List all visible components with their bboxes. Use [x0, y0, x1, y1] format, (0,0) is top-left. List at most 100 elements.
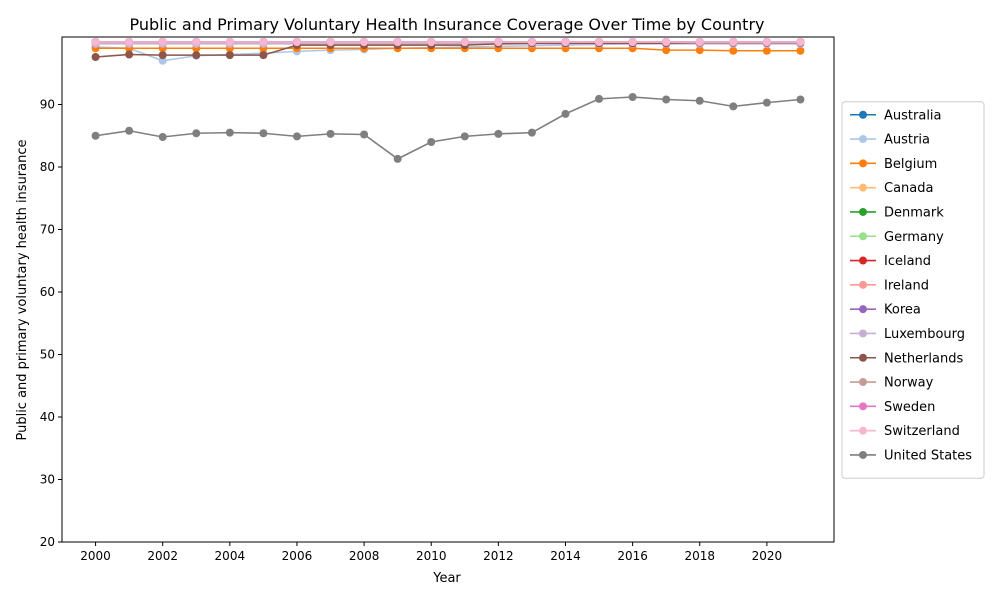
data-point — [796, 46, 805, 55]
legend-marker — [859, 402, 867, 411]
legend-marker — [859, 426, 867, 435]
data-point — [494, 129, 503, 138]
y-tick-label: 50 — [40, 348, 55, 362]
x-tick-label: 2002 — [147, 549, 178, 563]
legend-label: Germany — [884, 230, 944, 245]
legend-marker — [859, 256, 867, 265]
data-point — [225, 51, 234, 60]
legend-marker — [859, 159, 867, 168]
y-axis-label: Public and primary voluntary health insu… — [15, 139, 30, 440]
data-point — [225, 38, 234, 46]
data-point — [125, 38, 134, 46]
legend-marker — [859, 207, 867, 216]
data-point — [796, 38, 805, 46]
legend-box — [841, 101, 985, 479]
data-point — [158, 38, 167, 46]
y-tick-label: 60 — [40, 285, 55, 299]
legend-marker — [859, 135, 867, 144]
legend-label: United States — [884, 448, 972, 463]
data-point — [158, 51, 167, 60]
data-point — [427, 38, 436, 46]
data-point — [225, 128, 234, 137]
x-tick-label: 2006 — [282, 549, 313, 563]
data-point — [360, 130, 369, 139]
legend-marker — [859, 305, 867, 314]
data-point — [192, 51, 201, 60]
x-tick-label: 2020 — [752, 549, 783, 563]
legend-marker — [859, 353, 867, 362]
data-point — [91, 53, 100, 61]
y-tick-label: 70 — [40, 223, 55, 237]
legend-marker — [859, 232, 867, 241]
legend-label: Austria — [884, 133, 930, 148]
legend-marker — [859, 183, 867, 192]
legend-label: Sweden — [884, 400, 935, 415]
legend-label: Denmark — [884, 205, 944, 220]
legend-label: Switzerland — [884, 424, 960, 439]
data-point — [628, 93, 637, 101]
legend-label: Ireland — [884, 278, 929, 293]
data-point — [393, 38, 402, 46]
legend-label: Belgium — [884, 157, 937, 172]
y-tick-label: 40 — [40, 410, 55, 424]
data-point — [662, 38, 671, 46]
legend-label: Canada — [884, 181, 933, 196]
data-point — [595, 38, 604, 46]
data-point — [561, 109, 570, 118]
data-point — [192, 38, 201, 46]
x-tick-label: 2004 — [215, 549, 246, 563]
data-point — [460, 132, 469, 141]
data-point — [695, 38, 704, 46]
series-line-2 — [95, 47, 801, 52]
plot-area: 2000 2002 2004 2006 2008 2010 2012 2014 2016 2018… — [40, 36, 835, 563]
legend: Australia Austria Belgium Canada Denmark Germ… — [841, 101, 985, 479]
legend-marker — [859, 280, 867, 289]
y-tick-label: 30 — [40, 473, 55, 487]
legend-marker — [859, 110, 867, 119]
data-point — [561, 38, 570, 46]
series-line-10 — [95, 41, 801, 58]
legend-label: Korea — [884, 303, 921, 318]
data-point — [125, 126, 134, 135]
legend-label: Netherlands — [884, 351, 963, 366]
x-tick-label: 2018 — [684, 549, 715, 563]
data-point — [662, 46, 671, 55]
legend-marker — [859, 378, 867, 387]
data-point — [729, 38, 738, 46]
y-tick-label: 90 — [40, 98, 55, 112]
data-point — [427, 138, 436, 146]
data-point — [729, 102, 738, 111]
data-point — [460, 38, 469, 46]
data-point — [259, 129, 268, 138]
data-point — [662, 95, 671, 104]
data-point — [192, 129, 201, 138]
y-tick-label: 80 — [40, 160, 55, 174]
legend-marker — [859, 450, 867, 459]
y-tick-label: 20 — [40, 535, 55, 549]
data-point — [91, 38, 100, 46]
data-point — [292, 132, 301, 141]
data-point — [762, 46, 771, 55]
data-point — [158, 133, 167, 141]
data-point — [695, 46, 704, 55]
data-point — [259, 51, 268, 60]
data-point — [125, 50, 134, 59]
data-point — [158, 56, 167, 65]
data-point — [729, 46, 738, 55]
data-point — [695, 96, 704, 105]
series-line-14 — [95, 96, 801, 160]
legend-label: Iceland — [884, 254, 931, 269]
data-point — [326, 38, 335, 46]
data-point — [494, 38, 503, 46]
data-point — [762, 38, 771, 46]
x-tick-label: 2010 — [416, 549, 447, 563]
data-point — [527, 38, 536, 46]
x-tick-label: 2016 — [617, 549, 648, 563]
data-point — [628, 38, 637, 46]
legend-marker — [859, 329, 867, 338]
x-tick-label: 2012 — [483, 549, 514, 563]
data-point — [360, 38, 369, 46]
